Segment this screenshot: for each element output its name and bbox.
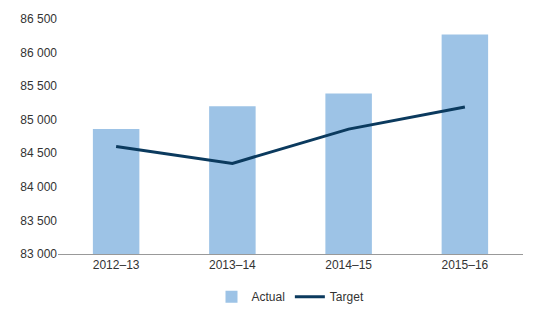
svg-text:86 500: 86 500 xyxy=(20,12,57,26)
svg-text:2012–13: 2012–13 xyxy=(93,258,140,272)
svg-text:83 500: 83 500 xyxy=(20,214,57,228)
svg-text:85 000: 85 000 xyxy=(20,113,57,127)
svg-text:2015–16: 2015–16 xyxy=(442,258,489,272)
svg-text:Actual: Actual xyxy=(252,290,285,304)
svg-text:2013–14: 2013–14 xyxy=(209,258,256,272)
svg-text:84 500: 84 500 xyxy=(20,146,57,160)
svg-text:Target: Target xyxy=(330,290,364,304)
svg-text:85 500: 85 500 xyxy=(20,79,57,93)
svg-text:2014–15: 2014–15 xyxy=(325,258,372,272)
svg-text:83 000: 83 000 xyxy=(20,247,57,261)
svg-text:84 000: 84 000 xyxy=(20,180,57,194)
svg-text:86 000: 86 000 xyxy=(20,46,57,60)
